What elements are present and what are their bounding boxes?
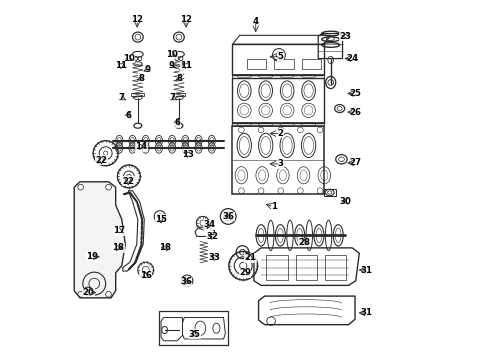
Text: 30: 30 (340, 197, 352, 206)
Text: 10: 10 (123, 54, 135, 63)
Text: 6: 6 (174, 118, 180, 127)
Text: 12: 12 (180, 15, 192, 24)
Text: 31: 31 (361, 266, 372, 275)
Bar (274, 59, 294, 69)
Text: 13: 13 (182, 150, 194, 159)
Text: 15: 15 (155, 215, 167, 224)
Bar (232, 126, 323, 194)
Text: 32: 32 (206, 232, 218, 241)
Bar (267, 255, 288, 280)
Text: 11: 11 (115, 61, 127, 70)
Text: 1: 1 (270, 202, 276, 211)
Text: 29: 29 (239, 268, 251, 277)
Text: 12: 12 (131, 15, 143, 24)
Text: 8: 8 (138, 74, 145, 83)
Text: 18: 18 (159, 243, 171, 252)
Text: 25: 25 (349, 89, 361, 98)
Text: 7: 7 (170, 93, 176, 102)
Bar (325, 255, 346, 280)
Bar (232, 74, 323, 78)
Text: 33: 33 (209, 253, 221, 262)
Text: 22: 22 (122, 176, 134, 185)
Text: 31: 31 (361, 309, 372, 318)
Text: 3: 3 (278, 159, 284, 168)
Text: 36: 36 (223, 212, 235, 221)
Text: 24: 24 (346, 54, 358, 63)
Text: 18: 18 (112, 243, 124, 252)
Text: 17: 17 (113, 226, 125, 235)
Text: 11: 11 (180, 61, 192, 70)
Text: 26: 26 (349, 108, 361, 117)
Polygon shape (74, 182, 125, 298)
Bar (302, 59, 321, 69)
Text: 4: 4 (253, 17, 259, 26)
Text: 22: 22 (96, 156, 107, 165)
Text: 16: 16 (140, 271, 152, 280)
Text: 7: 7 (119, 93, 125, 102)
Text: 36: 36 (180, 277, 192, 286)
Text: 10: 10 (166, 50, 178, 59)
Bar (232, 122, 323, 126)
Text: 9: 9 (169, 61, 175, 70)
Text: 23: 23 (340, 32, 352, 41)
Text: 8: 8 (177, 74, 183, 83)
Text: 19: 19 (86, 252, 98, 261)
Bar (296, 255, 317, 280)
Bar (247, 59, 267, 69)
Text: 5: 5 (278, 52, 284, 61)
Text: 21: 21 (245, 253, 256, 262)
Text: 34: 34 (203, 220, 215, 229)
Text: 28: 28 (298, 238, 310, 247)
Text: 2: 2 (278, 129, 284, 138)
Text: 35: 35 (188, 330, 200, 339)
Text: 20: 20 (83, 288, 95, 297)
Text: 14: 14 (135, 142, 147, 151)
Bar (159, 311, 228, 345)
Text: 27: 27 (349, 158, 361, 167)
Text: 6: 6 (125, 111, 131, 120)
Bar (232, 78, 323, 123)
Text: 9: 9 (145, 65, 151, 74)
